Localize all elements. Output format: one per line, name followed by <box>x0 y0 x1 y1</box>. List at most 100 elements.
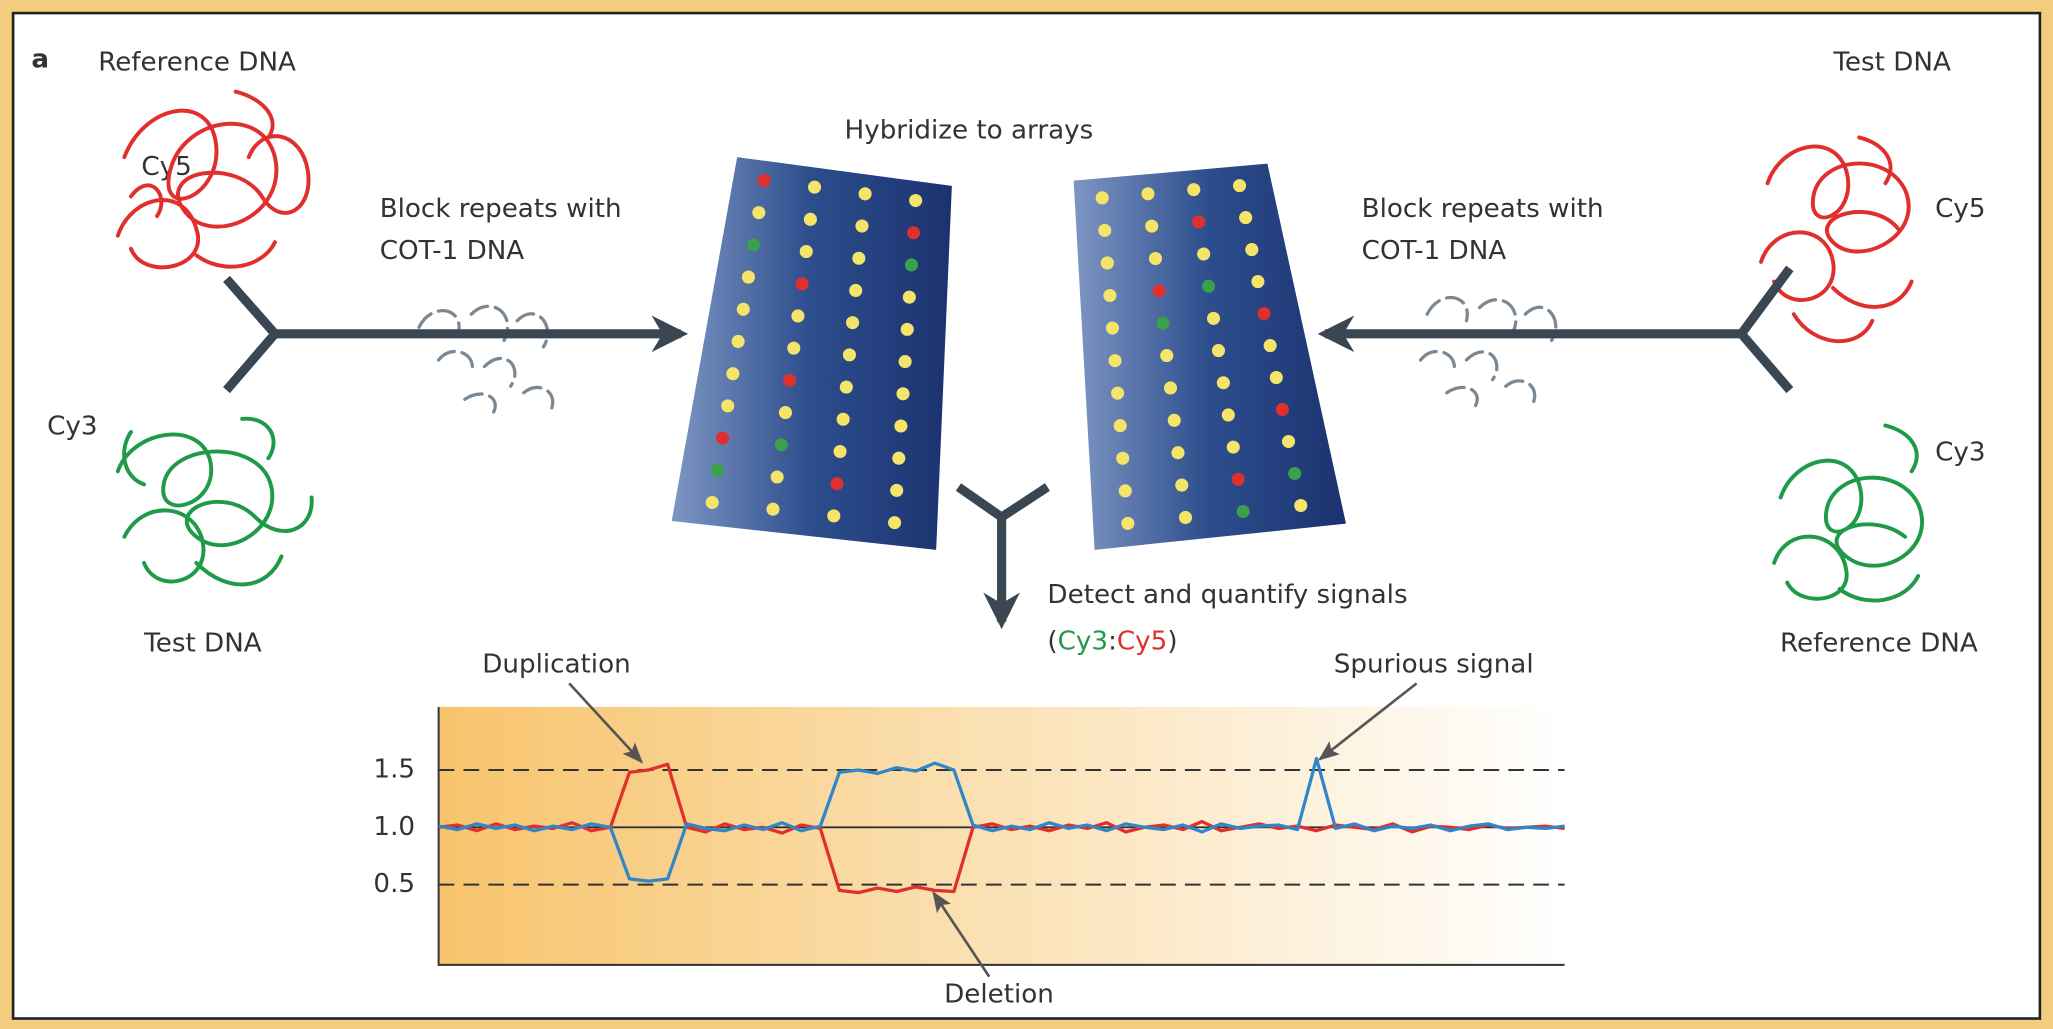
spot <box>830 477 843 490</box>
spot <box>706 496 719 509</box>
annotation: Spurious signal <box>1334 650 1534 680</box>
spot <box>1149 252 1162 265</box>
step-label: Detect and quantify signals <box>1047 580 1407 610</box>
spot <box>800 245 813 258</box>
spot <box>752 206 765 219</box>
spot <box>1101 256 1114 269</box>
spot <box>1276 403 1289 416</box>
spot <box>791 309 804 322</box>
spot <box>1264 339 1277 352</box>
spot <box>840 381 853 394</box>
spot <box>905 258 918 271</box>
spot <box>737 303 750 316</box>
spot <box>711 464 724 477</box>
sample-label: Test DNA <box>1832 47 1951 77</box>
ratio-part: ( <box>1047 626 1057 656</box>
spot <box>1270 371 1283 384</box>
spot <box>1106 322 1119 335</box>
spot <box>1111 387 1124 400</box>
spot <box>1153 284 1166 297</box>
spot <box>1237 505 1250 518</box>
spot <box>1175 479 1188 492</box>
spot <box>1257 307 1270 320</box>
spot <box>852 252 865 265</box>
spot <box>1096 191 1109 204</box>
spot <box>1232 473 1245 486</box>
dye-label: Cy5 <box>1935 194 1985 224</box>
page: a Reference DNA Cy5 Cy3 Test DNA Block r… <box>0 0 2053 1029</box>
spot <box>834 445 847 458</box>
spot <box>846 316 859 329</box>
spot <box>1108 354 1121 367</box>
step-label: Block repeats with <box>380 194 622 224</box>
step-label: COT-1 DNA <box>380 236 525 266</box>
spot <box>1156 317 1169 330</box>
spot <box>732 335 745 348</box>
spot <box>888 516 901 529</box>
ratio-label: (Cy3:Cy5) <box>1047 626 1177 656</box>
spot <box>1116 452 1129 465</box>
spot <box>837 413 850 426</box>
spot <box>1187 183 1200 196</box>
spot <box>907 226 920 239</box>
spot <box>849 284 862 297</box>
spot <box>1227 441 1240 454</box>
plot-area <box>439 707 1565 965</box>
ratio-part: Cy3 <box>1058 626 1108 656</box>
annotation: Duplication <box>482 650 630 680</box>
spot <box>894 419 907 432</box>
spot <box>775 438 788 451</box>
spot <box>1160 349 1173 362</box>
spot <box>1114 419 1127 432</box>
sample-label: Test DNA <box>143 629 262 659</box>
spot <box>747 238 760 251</box>
ratio-part: Cy5 <box>1117 626 1167 656</box>
spot <box>1192 215 1205 228</box>
step-label: Hybridize to arrays <box>845 115 1094 145</box>
spot <box>808 181 821 194</box>
spot <box>1202 280 1215 293</box>
spot <box>1217 376 1230 389</box>
ratio-part: ) <box>1167 626 1177 656</box>
spot <box>855 220 868 233</box>
spot <box>1168 414 1181 427</box>
spot <box>787 342 800 355</box>
spot <box>721 399 734 412</box>
spot <box>1121 517 1134 530</box>
dye-label: Cy3 <box>47 411 97 441</box>
spot <box>1222 408 1235 421</box>
spot <box>892 452 905 465</box>
spot <box>896 387 909 400</box>
spot <box>771 470 784 483</box>
step-label: COT-1 DNA <box>1362 236 1507 266</box>
spot <box>903 291 916 304</box>
ratio-part: : <box>1108 626 1117 656</box>
spot <box>779 406 792 419</box>
y-tick-label: 0.5 <box>373 869 415 899</box>
spot <box>1103 289 1116 302</box>
spot <box>1171 446 1184 459</box>
spot <box>901 323 914 336</box>
spot <box>1245 243 1258 256</box>
dye-label: Cy3 <box>1935 437 1985 467</box>
spot <box>909 194 922 207</box>
spot <box>890 484 903 497</box>
spot <box>1141 187 1154 200</box>
spot <box>757 174 770 187</box>
spot <box>1207 312 1220 325</box>
y-tick-label: 1.0 <box>373 812 415 842</box>
spot <box>827 509 840 522</box>
spot <box>843 348 856 361</box>
y-tick-label: 1.5 <box>373 754 415 784</box>
figure: a Reference DNA Cy5 Cy3 Test DNA Block r… <box>0 0 2053 1029</box>
spot <box>1179 511 1192 524</box>
spot <box>804 213 817 226</box>
spot <box>1197 247 1210 260</box>
spot <box>899 355 912 368</box>
spot <box>1282 435 1295 448</box>
spot <box>1119 484 1132 497</box>
spot <box>1164 381 1177 394</box>
annotation: Deletion <box>944 979 1054 1009</box>
step-label: Block repeats with <box>1362 194 1604 224</box>
spot <box>1294 499 1307 512</box>
